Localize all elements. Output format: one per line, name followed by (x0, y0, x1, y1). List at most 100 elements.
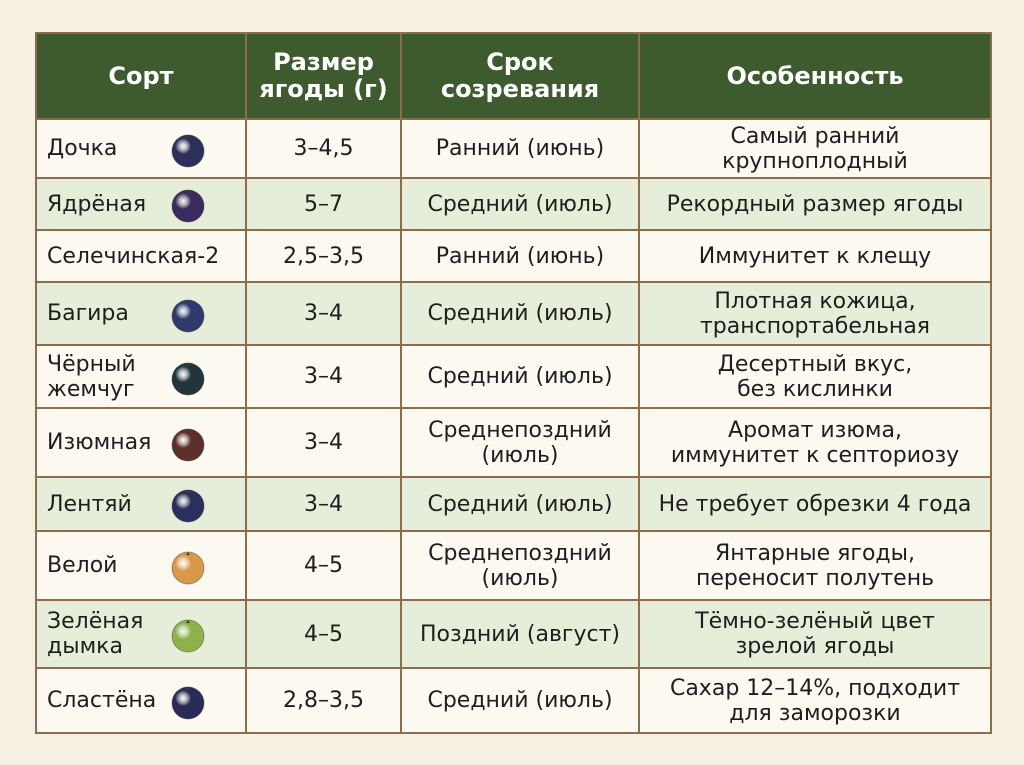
cell-text: Чёрный жемчуг (47, 351, 136, 402)
cell-text: 2,5–3,5 (283, 243, 364, 269)
header-cell: Сорт (35, 32, 247, 120)
table-cell: Поздний (август) (400, 599, 640, 669)
table-cell: 3–4 (245, 407, 402, 478)
berry-icon (171, 686, 205, 719)
header-row: Сорт Размер ягоды (г) Срок созревания Ос… (35, 32, 992, 120)
table-cell: Среднепоздний (июль) (400, 407, 640, 478)
table-row: Изюмная 3–4 Среднепоздний (июль) Аромат изю… (35, 407, 992, 478)
cell-text: Сахар 12–14%, подходит для заморозки (669, 675, 961, 726)
cell-text: Самый ранний крупноплодный (722, 123, 908, 174)
cell-text: Средний (июль) (427, 491, 613, 517)
table-cell: Тёмно-зелёный цвет зрелой ягоды (638, 599, 992, 669)
cell-text: Дочка (47, 136, 118, 161)
cell-text: Десертный вкус, без кислинки (717, 351, 913, 402)
table-cell: Не требует обрезки 4 года (638, 476, 992, 532)
table-row: Сластёна 2,8–3,5 Средний (июль) Сахар 12–14… (35, 667, 992, 734)
table-cell: Ранний (июнь) (400, 229, 640, 283)
cell-text: Багира (47, 301, 129, 326)
table-cell: Средний (июль) (400, 177, 640, 231)
cell-text: 3–4,5 (293, 136, 354, 161)
table-cell: Ранний (июнь) (400, 118, 640, 179)
table-cell: Аромат изюма, иммунитет к септориозу (638, 407, 992, 478)
cell-text: 2,8–3,5 (283, 688, 364, 713)
cell-text: Зелёная дымка (47, 609, 144, 659)
cell-text: 3–4 (304, 364, 343, 389)
cell-text: Средний (июль) (427, 301, 613, 326)
table-cell: 4–5 (245, 530, 402, 601)
cell-text: Сластёна (47, 688, 157, 713)
table-row: Зелёная дымка 4–5 Поздний (август) Тёмно-зе… (35, 599, 992, 669)
cell-text: Иммунитет к клещу (698, 243, 932, 269)
variety-name: Лентяй (35, 476, 247, 532)
cell-text: 3–4 (304, 301, 343, 326)
cell-text: 3–4 (304, 430, 343, 455)
table-cell: Десертный вкус, без кислинки (638, 344, 992, 409)
table-cell: Средний (июль) (400, 281, 640, 346)
table-cell: Среднепоздний (июль) (400, 530, 640, 601)
berry-icon (171, 362, 205, 395)
table-cell: Рекордный размер ягоды (638, 177, 992, 231)
variety-name: Дочка (35, 118, 247, 179)
cell-text: 5–7 (304, 191, 343, 217)
cell-text: 4–5 (304, 621, 343, 647)
cell-text: Средний (июль) (427, 191, 613, 217)
variety-name: Зелёная дымка (35, 599, 247, 669)
table-row: Чёрный жемчуг 3–4 Средний (июль) Десертный … (35, 344, 992, 409)
cell-text: Не требует обрезки 4 года (658, 491, 972, 517)
cell-text: Ранний (июнь) (435, 243, 605, 269)
cell-text: Средний (июль) (427, 364, 613, 389)
variety-name: Селечинская-2 (35, 229, 247, 283)
cell-text: Янтарные ягоды, переносит полутень (695, 540, 935, 591)
table-cell: Янтарные ягоды, переносит полутень (638, 530, 992, 601)
cell-text: Велой (47, 553, 118, 578)
table-row: Дочка 3–4,5 Ранний (июнь) Самый ранний круп… (35, 118, 992, 179)
berry-icon (171, 551, 205, 584)
table-row: Багира 3–4 Средний (июль) Плотная кожица, т… (35, 281, 992, 346)
berry-icon (171, 619, 205, 653)
variety-name: Ядрёная (35, 177, 247, 231)
variety-name: Велой (35, 530, 247, 601)
table-cell: Иммунитет к клещу (638, 229, 992, 283)
table-cell: 3–4 (245, 281, 402, 346)
table-cell: 2,8–3,5 (245, 667, 402, 734)
variety-name: Чёрный жемчуг (35, 344, 247, 409)
table-cell: 3–4 (245, 476, 402, 532)
header-cell: Особенность (638, 32, 992, 120)
table-cell: Средний (июль) (400, 476, 640, 532)
table-cell: 4–5 (245, 599, 402, 669)
table-cell: 3–4,5 (245, 118, 402, 179)
cell-text: 4–5 (304, 553, 343, 578)
variety-name: Багира (35, 281, 247, 346)
table-cell: Средний (июль) (400, 667, 640, 734)
berry-icon (171, 134, 205, 167)
cell-text: Аромат изюма, иммунитет к септориозу (670, 417, 960, 468)
table-cell: 2,5–3,5 (245, 229, 402, 283)
table-cell: Плотная кожица, транспортабельная (638, 281, 992, 346)
header-cell: Размер ягоды (г) (245, 32, 402, 120)
berry-icon (171, 189, 205, 223)
cell-text: Изюмная (47, 430, 152, 455)
cell-text: Среднепоздний (июль) (428, 417, 612, 468)
table-cell: Сахар 12–14%, подходит для заморозки (638, 667, 992, 734)
table-cell: 3–4 (245, 344, 402, 409)
table-cell: Самый ранний крупноплодный (638, 118, 992, 179)
table-row: Селечинская-2 2,5–3,5 Ранний (июнь) Иммунит… (35, 229, 992, 283)
berry-icon (171, 489, 205, 523)
cell-text: Поздний (август) (420, 621, 620, 647)
berry-icon (171, 299, 205, 332)
cell-text: Плотная кожица, транспортабельная (699, 288, 931, 339)
cell-text: Тёмно-зелёный цвет зрелой ягоды (695, 609, 935, 659)
berry-icon (171, 428, 205, 461)
cell-text: Ядрёная (47, 191, 147, 217)
cell-text: Средний (июль) (427, 688, 613, 713)
cell-text: Селечинская-2 (47, 243, 220, 269)
table-row: Лентяй 3–4 Средний (июль) Не требует обрезк… (35, 476, 992, 532)
variety-name: Сластёна (35, 667, 247, 734)
variety-name: Изюмная (35, 407, 247, 478)
cell-text: Рекордный размер ягоды (666, 191, 964, 217)
table-row: Велой 4–5 Среднепоздний (июль) Янтарные яго… (35, 530, 992, 601)
cell-text: Ранний (июнь) (435, 136, 605, 161)
table-cell: 5–7 (245, 177, 402, 231)
cell-text: Лентяй (47, 491, 132, 517)
